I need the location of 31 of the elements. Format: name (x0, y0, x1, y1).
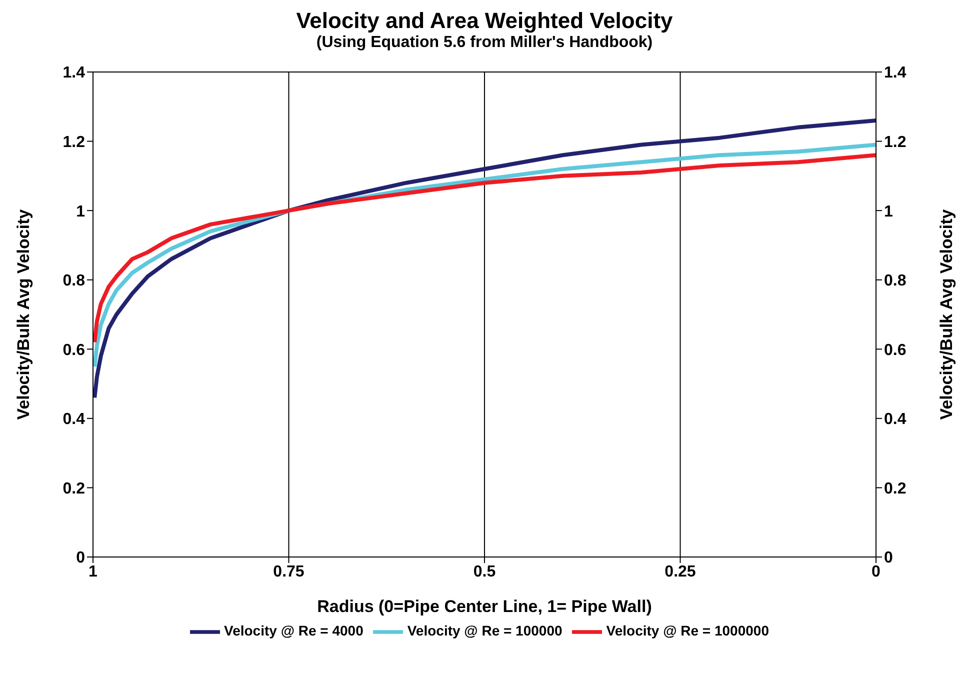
chart-subtitle: (Using Equation 5.6 from Miller's Handbook) (315, 34, 654, 52)
line-series (93, 153, 876, 344)
x-tick-label: 0.25 (664, 563, 696, 580)
y2-axis-title: Velocity/Bulk Avg Velocity (937, 208, 956, 420)
legend-label: Velocity @ Re = 4000 (224, 622, 364, 639)
x-tick-label: 0.75 (273, 563, 304, 580)
y2-tick-label: 1 (884, 203, 893, 220)
y-tick-label: 0.8 (62, 272, 86, 290)
y-tick-label: 1.4 (62, 64, 86, 82)
y2-tick-label: 1.4 (884, 64, 906, 82)
x-axis-title: Radius (0=Pipe Center Line, 1= Pipe Wall) (317, 597, 652, 616)
y-tick-label: 1.2 (62, 134, 86, 151)
y2-tick-label: 0.6 (884, 342, 906, 359)
y2-tick-label: 0 (884, 550, 893, 567)
y-tick-label: 0.6 (62, 342, 86, 359)
y-tick-label: 1 (76, 203, 86, 220)
y2-tick-label: 0.8 (884, 272, 906, 290)
legend-label: Velocity @ Re = 100000 (407, 622, 562, 639)
chart-title: Velocity and Area Weighted Velocity (295, 8, 674, 34)
legend-label: Velocity @ Re = 1000000 (606, 622, 769, 639)
x-tick-label: 0.5 (473, 563, 496, 580)
y-tick-label: 0.4 (62, 411, 86, 428)
y-tick-label: 0.2 (62, 480, 86, 498)
line-series (93, 118, 876, 400)
y-axis-title: Velocity/Bulk Avg Velocity (14, 208, 34, 420)
y-tick-label: 0 (76, 550, 86, 567)
y2-tick-label: 0.2 (884, 480, 906, 498)
y2-tick-label: 1.2 (884, 134, 906, 151)
x-tick-label: 1 (88, 563, 98, 580)
x-tick-label: 0 (872, 563, 881, 580)
y2-tick-label: 0.4 (884, 411, 906, 428)
